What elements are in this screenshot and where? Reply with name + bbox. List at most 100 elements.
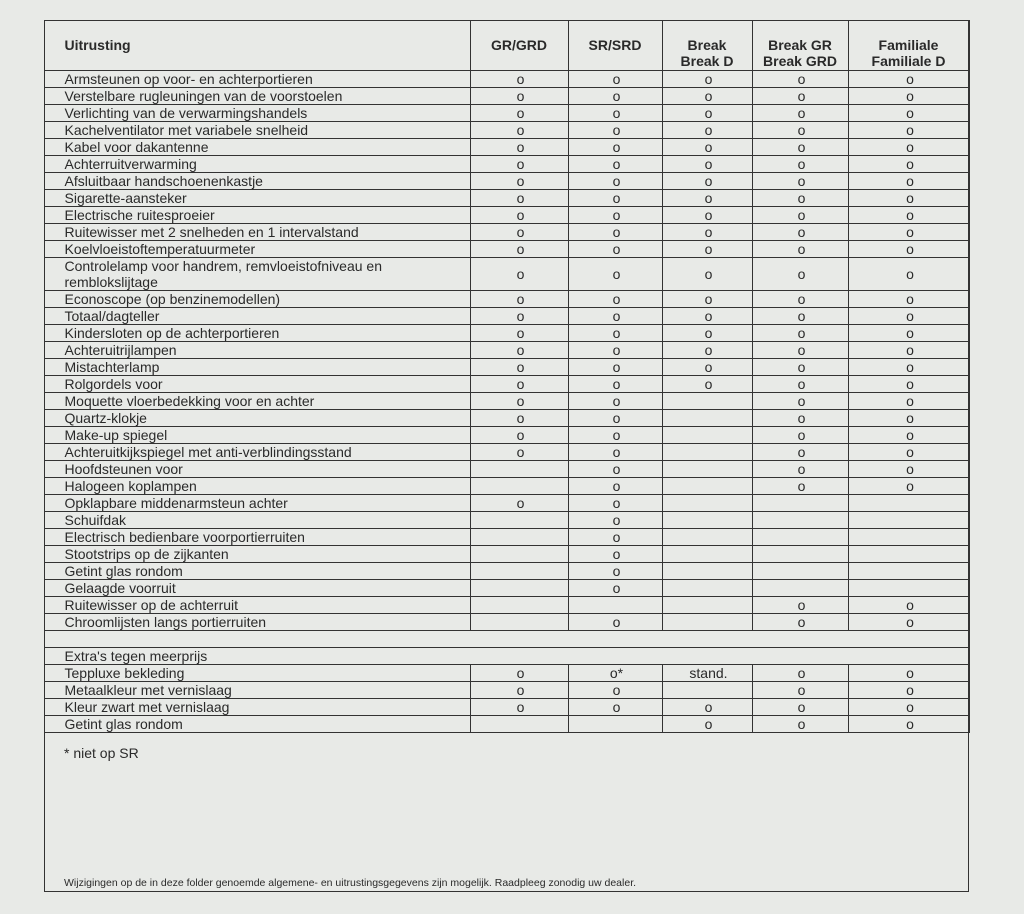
cell-mark: o: [567, 425, 663, 444]
table-row: Armsteunen op voor- en achterportieren o o…: [43, 69, 970, 88]
cell-mark: o: [567, 612, 663, 631]
empty-cell: [469, 459, 569, 478]
column-header-line: Break D: [680, 52, 734, 69]
cell-mark: o: [567, 408, 663, 427]
cell-mark: o: [751, 697, 849, 716]
row-label: Chroomlijsten langs portierruiten: [43, 612, 471, 631]
empty-cell: [751, 493, 849, 512]
empty-cell: [661, 425, 753, 444]
empty-cell: [661, 527, 753, 546]
table-row: Verlichting van de verwarmingshandels o o o…: [43, 103, 970, 122]
column-header-line: Break: [687, 36, 727, 53]
cell-mark: o: [567, 103, 663, 122]
cell-mark: o: [567, 340, 663, 359]
empty-cell: [847, 578, 970, 597]
cell-mark: o: [469, 256, 569, 291]
row-label: Ruitewisser met 2 snelheden en 1 interva…: [43, 222, 471, 241]
cell-mark: o: [661, 714, 753, 733]
row-label: Econoscope (op benzinemodellen): [43, 289, 471, 308]
cell-mark: o: [661, 69, 753, 88]
cell-mark: o: [567, 544, 663, 563]
table-row: Ruitewisser op de achterruit o o: [43, 595, 970, 614]
row-label: Kleur zwart met vernislaag: [43, 697, 471, 716]
cell-mark: o: [567, 86, 663, 105]
row-label: Hoofdsteunen voor: [43, 459, 471, 478]
equipment-table: Uitrusting GR/GRD SR/SRD Break Break D Break …: [43, 19, 970, 733]
cell-mark: o: [469, 222, 569, 241]
empty-cell: [847, 493, 970, 512]
empty-cell: [661, 544, 753, 563]
cell-mark: o: [469, 306, 569, 325]
row-label: Afsluitbaar handschoenenkastje: [43, 171, 471, 190]
row-label: Quartz-klokje: [43, 408, 471, 427]
cell-mark: o: [751, 222, 849, 241]
cell-mark: o: [847, 714, 970, 733]
cell-mark: o: [661, 357, 753, 376]
cell-mark: o: [751, 391, 849, 410]
row-label: Armsteunen op voor- en achterportieren: [43, 69, 471, 88]
cell-mark: o: [469, 697, 569, 716]
column-header-line: SR/SRD: [588, 36, 642, 53]
empty-cell: [469, 612, 569, 631]
cell-mark: o: [567, 289, 663, 308]
cell-mark: o: [661, 697, 753, 716]
cell-mark: o: [567, 578, 663, 597]
cell-mark: o: [567, 374, 663, 393]
table-row: Afsluitbaar handschoenenkastje o o o o o: [43, 171, 970, 190]
cell-mark: o: [847, 595, 970, 614]
cell-mark: o: [751, 357, 849, 376]
cell-mark: o: [847, 171, 970, 190]
cell-mark: o: [661, 239, 753, 258]
row-label: Halogeen koplampen: [43, 476, 471, 495]
spacer: [43, 629, 970, 648]
table-row: Ruitewisser met 2 snelheden en 1 interva…: [43, 222, 970, 241]
cell-mark: o: [469, 374, 569, 393]
cell-mark: o: [469, 171, 569, 190]
table-row: Achterruitverwarming o o o o o: [43, 154, 970, 173]
cell-mark: o: [847, 154, 970, 173]
column-header-line: Familiale: [878, 36, 939, 53]
cell-mark: o: [751, 289, 849, 308]
row-label: Stootstrips op de zijkanten: [43, 544, 471, 563]
row-label: Totaal/dagteller: [43, 306, 471, 325]
empty-cell: [847, 527, 970, 546]
empty-cell: [469, 595, 569, 614]
row-label: Opklapbare middenarmsteun achter: [43, 493, 471, 512]
empty-cell: [661, 408, 753, 427]
cell-mark: o: [661, 289, 753, 308]
empty-cell: [751, 544, 849, 563]
cell-mark: o: [751, 374, 849, 393]
table-row: Kachelventilator met variabele snelheid o…: [43, 120, 970, 139]
empty-cell: [661, 510, 753, 529]
cell-mark: o: [847, 408, 970, 427]
table-row: Kabel voor dakantenne o o o o o: [43, 137, 970, 156]
cell-mark: o: [661, 103, 753, 122]
empty-cell: [661, 442, 753, 461]
cell-mark: o: [751, 459, 849, 478]
cell-mark: o: [847, 222, 970, 241]
cell-mark: o: [661, 86, 753, 105]
column-header: Break GR Break GRD: [751, 19, 849, 71]
row-label: Getint glas rondom: [43, 714, 471, 733]
empty-cell: [661, 595, 753, 614]
cell-mark: o: [567, 205, 663, 224]
cell-mark: o: [469, 69, 569, 88]
cell-mark: o: [567, 222, 663, 241]
empty-cell: [661, 391, 753, 410]
cell-mark: stand.: [661, 663, 753, 682]
table-row: Electrische ruitesproeier o o o o o: [43, 205, 970, 224]
cell-mark: o: [751, 306, 849, 325]
cell-mark: o: [847, 86, 970, 105]
row-label: Getint glas rondom: [43, 561, 471, 580]
cell-mark: o: [751, 256, 849, 291]
cell-mark: o: [469, 137, 569, 156]
cell-mark: o: [847, 188, 970, 207]
row-label: Achteruitkijkspiegel met anti-verblindin…: [43, 442, 471, 461]
cell-mark: o: [661, 137, 753, 156]
row-label: Achteruitrijlampen: [43, 340, 471, 359]
cell-mark: o: [567, 493, 663, 512]
cell-mark: o: [847, 239, 970, 258]
cell-mark: o: [751, 69, 849, 88]
empty-cell: [847, 510, 970, 529]
